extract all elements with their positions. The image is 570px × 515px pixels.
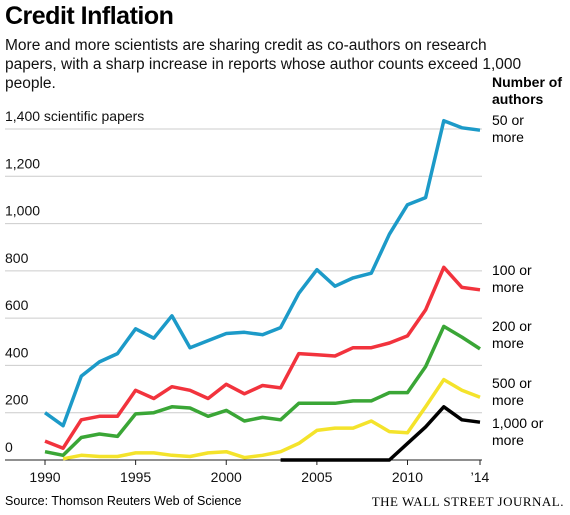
- x-tick-label: 1995: [120, 469, 151, 485]
- legend-label: 500 or more: [492, 375, 532, 408]
- chart-subtitle: More and more scientists are sharing cre…: [5, 37, 522, 92]
- legend-label: 200 or more: [492, 318, 532, 351]
- chart-title: Credit Inflation: [5, 2, 174, 30]
- series-line: [43, 118, 481, 428]
- x-tick-label: 2005: [301, 469, 332, 485]
- series-line: [62, 377, 481, 461]
- y-tick-label: 200: [5, 392, 29, 408]
- y-tick-label: 1,000: [5, 203, 40, 219]
- x-tick-label: ’14: [471, 469, 490, 485]
- x-tick-label: 2010: [392, 469, 423, 485]
- series-line: [280, 405, 481, 462]
- legend-label: 100 or more: [492, 262, 532, 295]
- x-tick-label: 1990: [29, 469, 60, 485]
- legend-title: Number of authors: [492, 74, 562, 107]
- series-line: [44, 324, 481, 458]
- source: Source: Thomson Reuters Web of Science: [5, 494, 242, 508]
- y-tick-label: 400: [5, 344, 29, 360]
- publisher: THE WALL STREET JOURNAL.: [371, 494, 564, 509]
- y-tick-label: 0: [5, 439, 13, 455]
- y-tick-label: 600: [5, 297, 29, 313]
- y-tick-label: 1,200: [5, 155, 40, 171]
- legend-label: 1,000 or more: [492, 415, 544, 448]
- legend-label: 50 or more: [492, 112, 524, 145]
- y-tick-label: 800: [5, 250, 29, 266]
- series-line: [44, 265, 481, 450]
- x-tick-label: 2000: [211, 469, 242, 485]
- y-tick-label: 1,400 scientific papers: [5, 108, 144, 124]
